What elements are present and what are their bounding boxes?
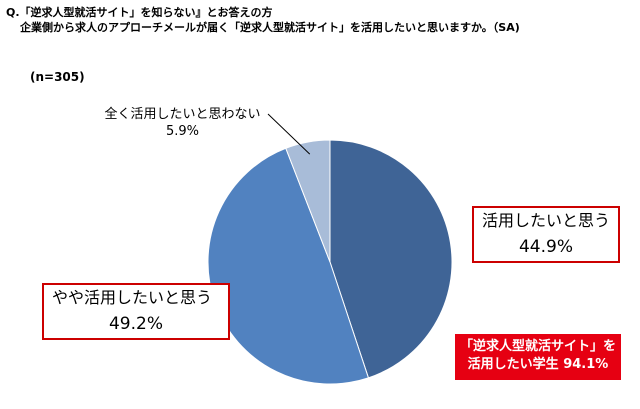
slice-value-1: 49.2% xyxy=(108,314,163,334)
summary-callout: 「逆求人型就活サイト」を 活用したい学生 94.1% xyxy=(455,334,621,380)
callout-line-2: 活用したい学生 94.1% xyxy=(467,357,609,372)
question-line-1: Q.「逆求人型就活サイト」を知らない』とお答えの方 xyxy=(6,6,273,19)
sample-size: (n=305) xyxy=(30,70,85,84)
callout-line-1: 「逆求人型就活サイト」を xyxy=(459,339,616,354)
slice-value-2: 5.9% xyxy=(165,124,200,139)
question-line-2: 企業側から求人のアプローチメールが届く「逆求人型就活サイト」を活用したいと思いま… xyxy=(20,21,520,34)
pie-slice-0 xyxy=(329,139,453,379)
pie-slice-2 xyxy=(285,139,331,263)
slice-label-1-text: やや活用したいと思う xyxy=(52,288,213,307)
slice-label-2-text: 全く活用したいと思わない xyxy=(104,107,261,122)
slice-label-2: 全く活用したいと思わない 5.9% xyxy=(95,106,270,140)
slice-label-0-text: 活用したいと思う xyxy=(482,211,611,230)
leader-line-2 xyxy=(267,113,311,155)
slice-value-0: 44.9% xyxy=(518,237,573,257)
slice-label-1: やや活用したいと思う 49.2% xyxy=(42,283,230,340)
slice-label-0: 活用したいと思う 44.9% xyxy=(472,206,620,263)
